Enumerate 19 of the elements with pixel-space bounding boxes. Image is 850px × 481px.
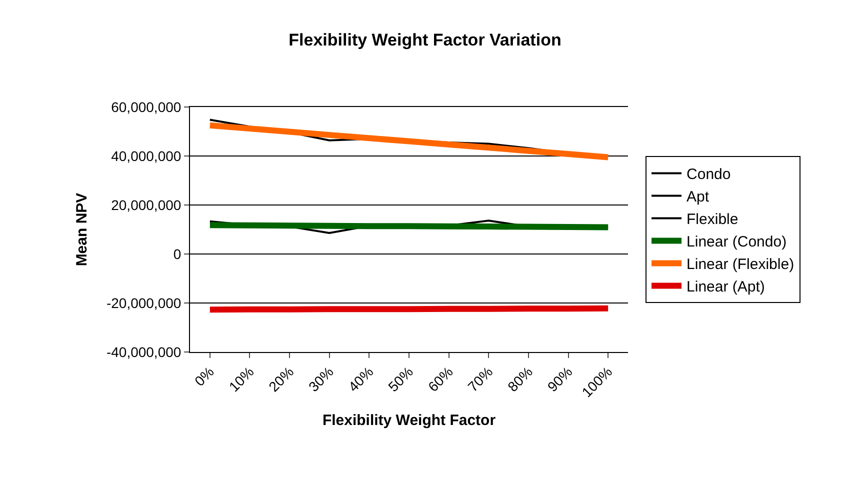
- x-tick-label: 60%: [424, 364, 456, 395]
- x-tick-label: 0%: [191, 364, 217, 390]
- chart-title: Flexibility Weight Factor Variation: [288, 30, 562, 50]
- legend-label: Linear (Condo): [686, 234, 787, 251]
- legend-label: Flexible: [686, 211, 738, 228]
- y-tick-label: 0: [173, 246, 182, 262]
- legend-label: Linear (Apt): [686, 278, 765, 296]
- y-tick-label: 20,000,000: [111, 196, 182, 213]
- y-tick-label: 40,000,000: [111, 148, 182, 164]
- x-tick-label: 70%: [464, 364, 496, 395]
- legend-label: Apt: [686, 188, 710, 206]
- x-tick-label: 40%: [345, 364, 376, 395]
- y-tick-label: 60,000,000: [111, 98, 182, 115]
- legend-label: Linear (Flexible): [686, 256, 794, 274]
- y-axis-title: Mean NPV: [74, 192, 91, 266]
- legend-label: Condo: [686, 166, 731, 184]
- x-axis-title: Flexibility Weight Factor: [322, 412, 496, 430]
- y-tick-label: -40,000,000: [106, 344, 182, 360]
- y-tick-label: -20,000,000: [106, 294, 182, 311]
